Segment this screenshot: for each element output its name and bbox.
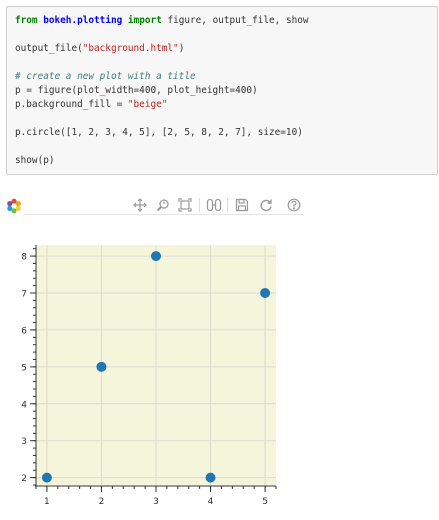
save-icon xyxy=(235,198,249,212)
code-line: p = figure(plot_width=400, plot_height=4… xyxy=(15,85,258,96)
code-token: # create a new plot with a title xyxy=(15,71,196,82)
wheel-zoom-icon xyxy=(156,199,169,212)
pan-tool[interactable] xyxy=(131,197,149,213)
x-tick-label: 3 xyxy=(153,497,159,507)
save-tool[interactable] xyxy=(233,197,251,213)
y-tick-label: 8 xyxy=(21,253,27,263)
code-line: output_file("background.html") xyxy=(15,43,184,54)
help-tool[interactable] xyxy=(285,197,303,213)
wheel-zoom-tool[interactable] xyxy=(154,197,172,213)
y-tick-label: 6 xyxy=(21,326,27,336)
help-icon xyxy=(287,198,301,212)
data-point[interactable] xyxy=(205,472,216,483)
scatter-plot[interactable]: 2 3 4 5 6 7 8 1 2 3 4 5 xyxy=(0,210,439,510)
code-cell[interactable]: from bokeh.plotting import figure, outpu… xyxy=(6,6,438,175)
code-token: ) xyxy=(178,43,185,54)
y-tick-label: 3 xyxy=(21,437,27,447)
bokeh-logo-icon xyxy=(7,198,21,214)
code-token: p.background_fill = xyxy=(15,99,128,110)
y-tick-label: 4 xyxy=(21,400,27,410)
box-zoom-tool[interactable] xyxy=(176,197,194,213)
reset-tool[interactable] xyxy=(257,197,275,213)
data-point[interactable] xyxy=(260,288,271,298)
code-token: figure, output_file, show xyxy=(161,15,309,26)
x-tick-label: 5 xyxy=(262,497,268,507)
y-tick-label: 7 xyxy=(21,290,27,300)
resize-tool[interactable] xyxy=(205,197,223,213)
code-token: show(p) xyxy=(15,155,55,166)
code-token: "background.html" xyxy=(82,43,179,54)
x-tick-label: 2 xyxy=(99,497,105,507)
reset-icon xyxy=(260,199,272,212)
code-token: from xyxy=(15,15,38,26)
toolbar-baseline xyxy=(24,214,304,215)
code-line: # create a new plot with a title xyxy=(15,71,196,82)
code-token: "beige" xyxy=(127,99,168,110)
box-zoom-icon xyxy=(178,198,192,212)
code-token: p = figure(plot_width=400, plot_height=4… xyxy=(15,85,258,96)
data-point[interactable] xyxy=(41,472,52,483)
code-line: from bokeh.plotting import figure, outpu… xyxy=(15,15,309,26)
toolbar-divider xyxy=(227,198,228,212)
y-tick-label: 2 xyxy=(21,474,27,484)
code-line: show(p) xyxy=(15,155,55,166)
data-point[interactable] xyxy=(151,251,161,262)
code-token: p.circle([1, 2, 3, 4, 5], [2, 5, 8, 2, 7… xyxy=(15,127,303,138)
y-tick-label: 5 xyxy=(21,363,27,373)
code-line: p.background_fill = "beige" xyxy=(15,99,167,110)
toolbar-divider xyxy=(199,198,200,212)
code-token: import xyxy=(127,15,162,26)
x-tick-label: 4 xyxy=(208,497,214,507)
data-point[interactable] xyxy=(96,361,107,372)
code-block[interactable]: from bokeh.plotting import figure, outpu… xyxy=(15,14,309,168)
resize-icon xyxy=(206,198,222,212)
code-line: p.circle([1, 2, 3, 4, 5], [2, 5, 8, 2, 7… xyxy=(15,127,303,138)
code-token: output_file( xyxy=(15,43,83,54)
x-tick-label: 1 xyxy=(44,497,50,507)
pan-icon xyxy=(133,198,147,212)
code-token: bokeh.plotting xyxy=(43,15,123,26)
